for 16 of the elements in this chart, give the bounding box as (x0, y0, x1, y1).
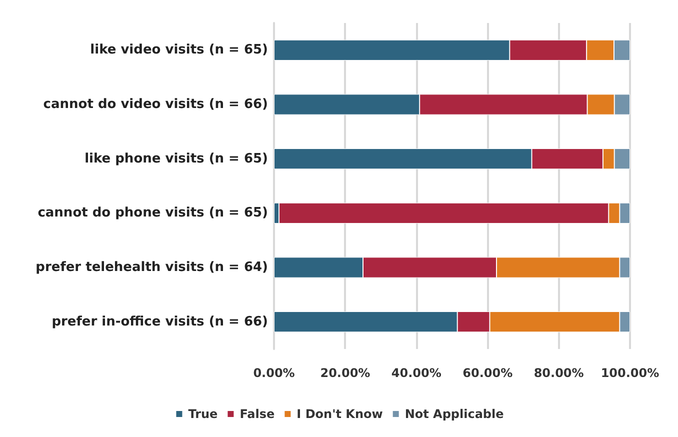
x-tick-label: 0.00% (253, 366, 295, 380)
x-tick-label: 20.00% (320, 366, 370, 380)
x-tick-label: 60.00% (462, 366, 513, 380)
y-tick-label: prefer telehealth visits (n = 64) (36, 260, 268, 275)
x-tick-label: 80.00% (534, 366, 584, 380)
y-tick-label: prefer in-office visits (n = 66) (52, 314, 268, 330)
y-tick-label: cannot do phone visits (n = 65) (38, 206, 268, 221)
y-tick-label: like phone visits (n = 65) (84, 151, 268, 166)
legend-label: Not Applicable (404, 407, 504, 421)
y-tick-label: like video visits (n = 65) (90, 42, 268, 58)
x-tick-label: 40.00% (391, 366, 442, 380)
legend-label: I Don't Know (296, 407, 383, 421)
legend-label: False (240, 407, 275, 421)
x-tick-label: 100.00% (600, 366, 660, 380)
legend-label: True (188, 407, 218, 421)
y-tick-label: cannot do video visits (n = 66) (43, 97, 268, 112)
